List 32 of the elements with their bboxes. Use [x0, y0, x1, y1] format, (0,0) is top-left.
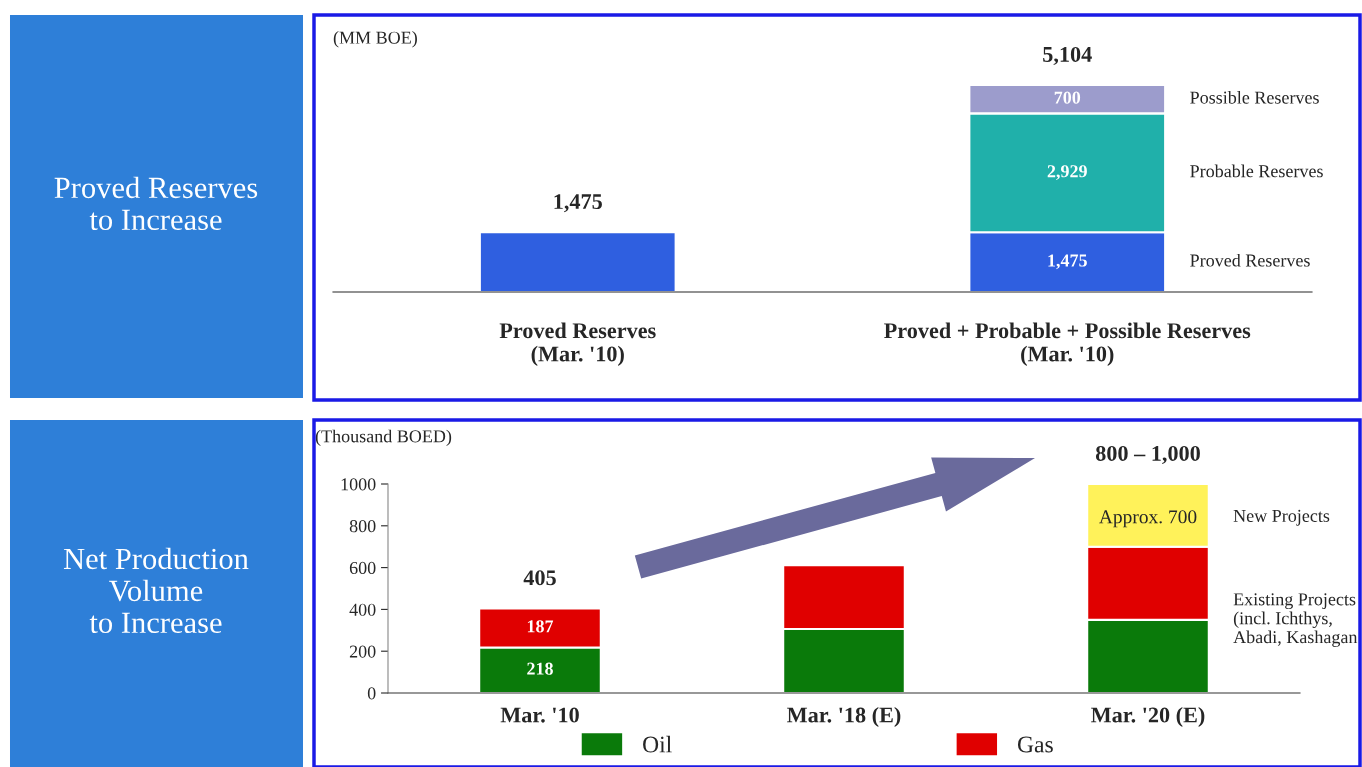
- total-label: 800 – 1,000: [1095, 445, 1200, 465]
- y-tick-label: 0: [367, 687, 376, 700]
- y-tick-label: 200: [349, 645, 376, 658]
- x-tick-label: Proved + Probable + Possible Reserves (Mar. '10): [884, 322, 1251, 366]
- x-tick-label: Mar. '18 (E): [787, 706, 901, 728]
- y-tick-label: 400: [349, 603, 376, 616]
- data-label: 700: [1054, 91, 1081, 104]
- series-label: Probable Reserves: [1190, 164, 1323, 178]
- data-label: 1,475: [1048, 254, 1087, 270]
- y-tick-label: 1000: [341, 478, 376, 491]
- total-label: 1,475: [554, 194, 602, 213]
- total-label: 5,104: [1043, 46, 1092, 66]
- legend-label: Oil: [643, 735, 672, 753]
- y-tick-label: 800: [349, 520, 376, 533]
- text: Net Production Volume to Increase: [63, 547, 249, 634]
- text: Proved Reserves to Increase: [54, 176, 258, 231]
- total-label: 405: [523, 570, 556, 586]
- data-label: 187: [527, 620, 554, 633]
- series-label: Proved Reserves: [1190, 253, 1310, 267]
- y-tick-label: 600: [349, 561, 376, 575]
- x-tick-label: Proved Reserves (Mar. '10): [499, 322, 656, 366]
- legend-label: Gas: [1017, 736, 1053, 753]
- x-tick-label: Mar. '10: [500, 707, 579, 723]
- data-label: 2,929: [1047, 165, 1087, 180]
- y-axis-title: (Thousand BOED): [315, 429, 452, 447]
- data-label: 218: [527, 662, 553, 675]
- annotation: Approx. 700: [1099, 510, 1197, 528]
- x-tick-label: Mar. '20 (E): [1091, 706, 1205, 728]
- series-label: Possible Reserves: [1190, 91, 1319, 104]
- annotation: Existing Projects (incl. Ichthys, Abadi, Kashagan: [1233, 593, 1358, 647]
- y-axis-title: (MM BOE): [333, 31, 417, 48]
- annotation: New Projects: [1233, 509, 1330, 526]
